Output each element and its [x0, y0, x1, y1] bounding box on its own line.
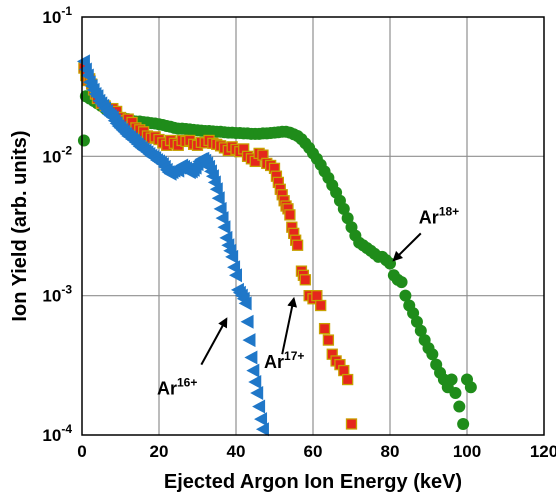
x-tick-label: 0 [77, 442, 86, 461]
data-point-triangle [248, 375, 262, 390]
data-point-triangle [227, 260, 241, 275]
data-point-triangle [211, 191, 225, 206]
data-point-circle [77, 134, 90, 147]
data-point-circle [426, 348, 439, 361]
x-tick-label: 100 [453, 442, 481, 461]
y-axis-label: Ion Yield (arb. units) [9, 130, 31, 321]
data-point-triangle [229, 268, 242, 283]
data-point-square [291, 239, 304, 251]
grid [82, 17, 544, 435]
data-point-circle [399, 289, 412, 302]
x-tick-label: 120 [530, 442, 556, 461]
data-point-triangle [215, 211, 229, 226]
annotation-label: Ar18+ [419, 204, 459, 227]
data-point-circle [449, 387, 462, 400]
series-triangle-left [76, 54, 269, 437]
y-tick-label: 10-1 [42, 4, 72, 27]
annotations: Ar16+ Ar17+ Ar18+ [157, 204, 459, 398]
annotation-arrow [281, 296, 298, 355]
tick-labels: 0 20 40 60 80 100 120 10-4 10-3 10-2 10-1 [42, 4, 556, 461]
data-point-circle [341, 212, 354, 225]
data-point-circle [395, 276, 408, 289]
data-point-square [322, 334, 335, 346]
data-point-circle [464, 381, 477, 394]
data-point-triangle [254, 412, 268, 427]
plot-frame [81, 16, 545, 436]
data-point-triangle [213, 201, 227, 216]
data-point-triangle [217, 220, 231, 235]
data-point-triangle [250, 386, 264, 401]
annotation-label: Ar17+ [264, 349, 304, 372]
data-point-triangle [209, 182, 223, 197]
y-tick-label: 10-4 [42, 422, 72, 445]
series-layer [76, 54, 477, 437]
data-point-square [284, 209, 296, 221]
data-point-triangle [240, 314, 254, 329]
data-point-circle [337, 202, 350, 215]
data-point-square [345, 418, 358, 430]
annotation-arrow [200, 317, 228, 366]
data-point-triangle [238, 296, 252, 311]
x-tick-label: 40 [227, 442, 246, 461]
data-point-circle [457, 417, 470, 430]
x-tick-label: 20 [150, 442, 169, 461]
x-axis-label: Ejected Argon Ion Energy (keV) [164, 471, 462, 493]
x-tick-label: 60 [304, 442, 323, 461]
annotation-label: Ar16+ [157, 376, 197, 399]
data-point-triangle [76, 54, 90, 69]
data-point-circle [410, 315, 423, 328]
data-point-triangle [255, 422, 269, 437]
data-point-circle [453, 400, 466, 413]
data-point-triangle [244, 350, 258, 365]
data-point-square [311, 290, 323, 302]
data-point-triangle [225, 249, 239, 264]
data-point-triangle [246, 363, 260, 378]
data-point-triangle [242, 333, 256, 348]
data-point-square [318, 322, 331, 335]
x-tick-label: 80 [381, 442, 400, 461]
data-point-circle [445, 373, 458, 386]
data-point-square [315, 299, 327, 312]
y-tick-label: 10-3 [42, 283, 72, 306]
data-point-square [341, 373, 354, 386]
data-point-square [299, 274, 311, 286]
annotation-arrow [392, 232, 422, 262]
y-tick-label: 10-2 [42, 143, 72, 166]
data-point-circle [414, 324, 427, 337]
data-point-triangle [252, 399, 266, 414]
